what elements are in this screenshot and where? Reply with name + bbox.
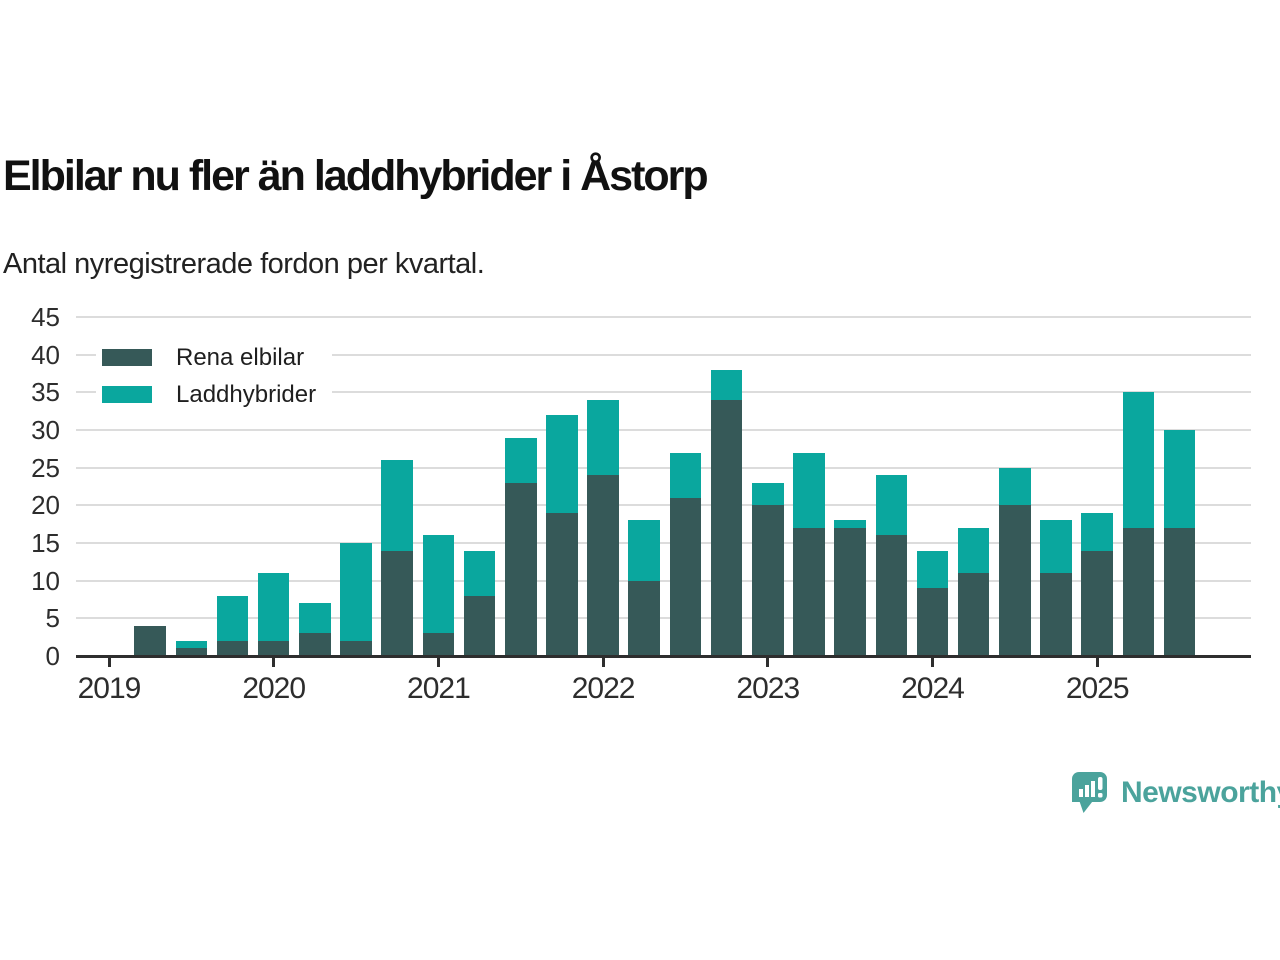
- y-tick-label-0: 0: [45, 641, 60, 671]
- bar-2020-Q3-laddhybrider: [340, 543, 372, 641]
- bar-2021-Q3-rena-elbilar: [504, 482, 537, 656]
- gridline-5: [76, 617, 1251, 620]
- bar-2025-Q1-rena-elbilar: [1081, 550, 1113, 656]
- bar-2020-Q1-laddhybrider: [257, 573, 290, 641]
- y-tick-label-45: 45: [31, 302, 60, 332]
- chart-title: Elbilar nu fler än laddhybrider i Åstorp: [3, 152, 709, 200]
- bar-2022-Q2-laddhybrider: [628, 520, 661, 581]
- x-tick-2025: [1095, 657, 1099, 667]
- x-tick-label-2022: 2022: [571, 672, 636, 705]
- bar-2024-Q2-rena-elbilar: [957, 573, 990, 656]
- x-tick-2022: [601, 657, 605, 667]
- x-tick-label-2024: 2024: [901, 672, 965, 705]
- bar-2022-Q2-rena-elbilar: [628, 580, 661, 656]
- bar-2020-Q1-rena-elbilar: [257, 640, 290, 656]
- newsworthy-brand: Newsworthy: [1072, 772, 1280, 814]
- x-tick-2023: [766, 657, 770, 667]
- y-tick-label-15: 15: [31, 528, 60, 558]
- bar-2022-Q3-laddhybrider: [669, 452, 702, 498]
- legend-swatch-rena-elbilar: [102, 349, 152, 366]
- bar-2025-Q3-rena-elbilar: [1163, 527, 1196, 656]
- bar-2019-Q4-rena-elbilar: [216, 640, 249, 656]
- y-tick-label-25: 25: [31, 452, 60, 483]
- chart-subtitle: Antal nyregistrerade fordon per kvartal.: [3, 248, 485, 280]
- gridline-25: [76, 466, 1251, 469]
- x-tick-label-2023: 2023: [736, 672, 800, 705]
- y-tick-label-35: 35: [31, 377, 60, 408]
- gridline-20: [76, 504, 1251, 507]
- bar-2023-Q1-laddhybrider: [752, 482, 784, 506]
- legend-label-laddhybrider: Laddhybrider: [176, 380, 317, 408]
- bar-2023-Q4-laddhybrider: [875, 475, 908, 536]
- bar-2021-Q1-laddhybrider: [422, 535, 455, 634]
- x-tick-label-2019: 2019: [77, 672, 142, 705]
- newsworthy-logo-icon: [1072, 772, 1107, 813]
- bar-2023-Q4-rena-elbilar: [875, 535, 908, 656]
- bar-2023-Q3-laddhybrider: [834, 520, 866, 528]
- bar-2025-Q1-laddhybrider: [1081, 512, 1113, 551]
- gridline-35: [76, 391, 1251, 394]
- bar-2020-Q4-laddhybrider: [381, 460, 414, 551]
- bar-2019-Q2-rena-elbilar: [134, 625, 166, 656]
- gridline-45: [76, 316, 1251, 318]
- bar-2021-Q4-rena-elbilar: [546, 512, 578, 656]
- bar-2024-Q2-laddhybrider: [957, 527, 990, 574]
- bar-2024-Q3-laddhybrider: [999, 467, 1031, 506]
- y-tick-label-10: 10: [31, 565, 60, 596]
- y-tick-label-40: 40: [31, 339, 60, 370]
- x-tick-2024: [931, 657, 934, 667]
- bar-2025-Q3-laddhybrider: [1163, 430, 1196, 528]
- x-axis-line: [76, 654, 1251, 658]
- bar-2024-Q4-rena-elbilar: [1040, 573, 1072, 656]
- legend-item-laddhybrider: Laddhybrider: [102, 376, 316, 413]
- x-tick-2019: [107, 657, 111, 667]
- bar-2022-Q1-rena-elbilar: [587, 475, 619, 656]
- y-tick-label-20: 20: [31, 490, 60, 521]
- y-tick-label-30: 30: [31, 415, 60, 445]
- gridline-15: [76, 542, 1251, 544]
- bar-2022-Q3-rena-elbilar: [669, 497, 702, 656]
- bar-2021-Q1-rena-elbilar: [422, 633, 455, 656]
- gridline-30: [76, 429, 1251, 431]
- y-tick-label-5: 5: [45, 603, 60, 634]
- bar-2021-Q3-laddhybrider: [504, 437, 537, 483]
- bar-2019-Q4-laddhybrider: [216, 595, 249, 641]
- bar-2020-Q3-rena-elbilar: [340, 640, 372, 656]
- bar-2025-Q2-rena-elbilar: [1122, 527, 1155, 656]
- bar-2023-Q3-rena-elbilar: [834, 527, 866, 656]
- bar-2022-Q4-rena-elbilar: [710, 399, 743, 656]
- x-tick-2020: [272, 657, 276, 667]
- bar-2023-Q2-laddhybrider: [793, 452, 825, 528]
- x-tick-label-2025: 2025: [1065, 672, 1130, 705]
- gridline-10: [76, 579, 1251, 582]
- x-tick-label-2020: 2020: [242, 672, 306, 705]
- bar-2021-Q2-laddhybrider: [463, 550, 496, 596]
- bar-2024-Q3-rena-elbilar: [999, 505, 1031, 656]
- gridline-40: [76, 353, 1251, 356]
- bar-2024-Q1-rena-elbilar: [916, 588, 949, 656]
- legend-swatch-laddhybrider: [102, 386, 152, 403]
- bar-2022-Q1-laddhybrider: [587, 399, 619, 476]
- legend: Rena elbilar Laddhybrider: [96, 337, 333, 415]
- bar-2021-Q2-rena-elbilar: [463, 595, 496, 656]
- bar-2023-Q1-rena-elbilar: [752, 505, 784, 656]
- x-tick-2021: [436, 657, 440, 667]
- bar-2020-Q4-rena-elbilar: [381, 550, 414, 656]
- bar-2024-Q1-laddhybrider: [916, 550, 949, 589]
- bar-2025-Q2-laddhybrider: [1122, 392, 1155, 528]
- bar-2021-Q4-laddhybrider: [546, 414, 578, 513]
- bar-2024-Q4-laddhybrider: [1040, 520, 1072, 574]
- bar-2020-Q2-rena-elbilar: [299, 633, 331, 656]
- legend-label-rena-elbilar: Rena elbilar: [176, 343, 305, 371]
- bar-2019-Q3-rena-elbilar: [175, 648, 208, 656]
- bar-2022-Q4-laddhybrider: [710, 369, 743, 400]
- legend-item-rena-elbilar: Rena elbilar: [102, 339, 316, 376]
- bar-2019-Q3-laddhybrider: [175, 640, 208, 649]
- brand-name: Newsworthy: [1121, 776, 1280, 809]
- stacked-bar-chart: 0 5 10 15 20 25 30 35 40 45 2019 2020 2021 2022 2023 2…: [0, 300, 1280, 720]
- bar-2020-Q2-laddhybrider: [299, 603, 331, 634]
- x-tick-label-2021: 2021: [407, 672, 471, 705]
- bar-2023-Q2-rena-elbilar: [793, 527, 825, 656]
